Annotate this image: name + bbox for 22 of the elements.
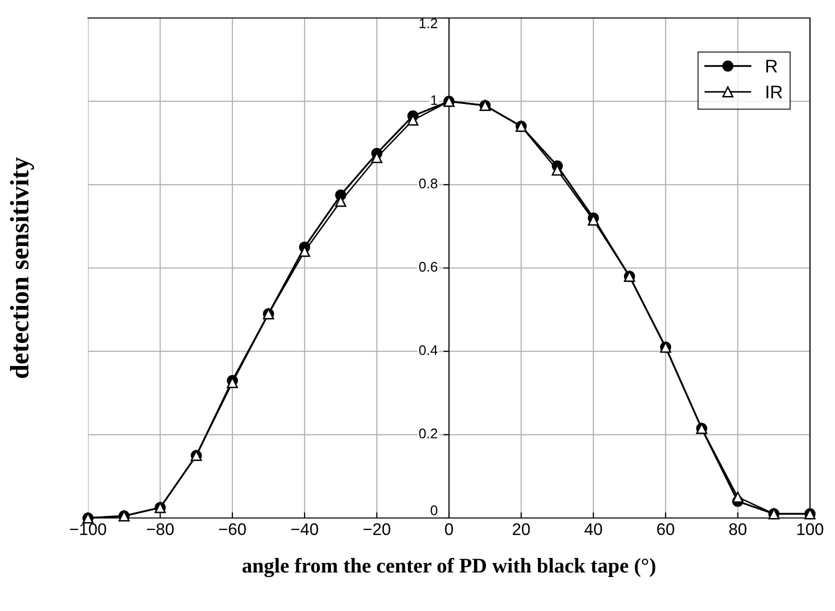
x-tick-label: −60	[219, 523, 246, 536]
y-tick-label: 0.6	[419, 262, 438, 272]
y-tick-label: 0	[430, 505, 438, 516]
x-tick-label: −100	[70, 523, 106, 536]
y-tick-label: 1.2	[420, 18, 438, 28]
x-tick-label: −20	[363, 523, 390, 536]
y-tick-label: 0.2	[419, 428, 438, 438]
x-tick-label: 0	[445, 523, 453, 536]
x-tick-label: 60	[657, 523, 674, 536]
y-axis-title: detection sensitivity	[10, 157, 34, 378]
x-tick-label: 40	[584, 523, 602, 536]
x-tick-label: 20	[512, 523, 530, 536]
x-tick-label: −40	[291, 523, 318, 536]
y-tick-label: 0.8	[419, 178, 438, 188]
y-tick-label: 0.4	[419, 345, 438, 356]
x-tick-label: 80	[729, 523, 746, 536]
legend-label: R	[766, 60, 778, 72]
legend-label: IR	[766, 86, 782, 98]
y-tick-label: 1	[431, 95, 438, 105]
x-axis-title: angle from the center of PD with black tape (°)	[242, 558, 656, 578]
x-tick-label: 100	[797, 523, 824, 536]
x-tick-label: −80	[146, 523, 174, 536]
